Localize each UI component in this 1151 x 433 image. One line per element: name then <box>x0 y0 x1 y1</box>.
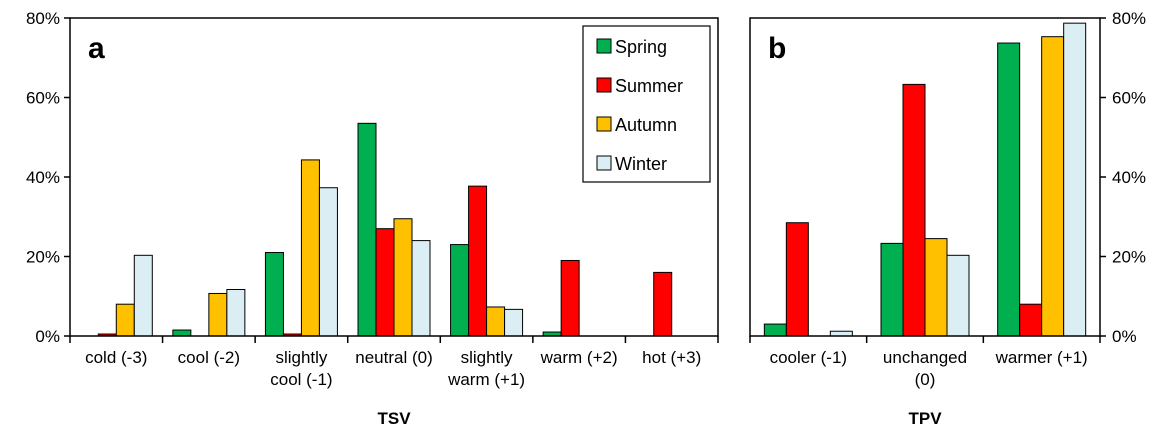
bar <box>226 288 246 337</box>
x-tick-label: slightly <box>461 348 513 367</box>
legend-label: Winter <box>615 154 667 174</box>
y-tick-label: 60% <box>1112 89 1146 108</box>
bar <box>785 222 809 337</box>
legend-label: Spring <box>615 37 667 57</box>
x-tick-label: neutral (0) <box>355 348 432 367</box>
x-tick-label: cool (-1) <box>270 370 332 389</box>
bar <box>1041 36 1065 337</box>
bar <box>1063 22 1087 337</box>
bar <box>946 254 970 337</box>
bar <box>902 83 926 337</box>
x-tick-label: warm (+1) <box>447 370 525 389</box>
y-tick-label: 40% <box>1112 168 1146 187</box>
bar <box>357 122 377 337</box>
bar <box>468 185 488 337</box>
bar <box>172 329 192 337</box>
x-tick-label: warmer (+1) <box>995 348 1088 367</box>
bar <box>880 242 904 337</box>
x-tick-label: cold (-3) <box>85 348 147 367</box>
y-tick-label: 80% <box>1112 9 1146 28</box>
panel-label: b <box>768 32 786 65</box>
bar <box>411 240 431 337</box>
bar <box>393 218 413 337</box>
legend-swatch <box>596 38 612 54</box>
y-tick-label: 20% <box>1112 248 1146 267</box>
legend-swatch <box>596 77 612 93</box>
legend-swatch <box>596 116 612 132</box>
bar <box>318 187 338 337</box>
bar <box>486 306 506 337</box>
bar <box>450 244 470 337</box>
y-tick-label: 60% <box>26 89 60 108</box>
x-axis-label: TSV <box>377 409 411 428</box>
x-axis-label: TPV <box>908 409 942 428</box>
x-tick-label: unchanged <box>883 348 967 367</box>
legend-swatch <box>596 155 612 171</box>
legend-label: Autumn <box>615 115 677 135</box>
y-tick-label: 40% <box>26 168 60 187</box>
bar <box>560 259 580 337</box>
y-tick-label: 0% <box>1112 327 1137 346</box>
bar <box>300 159 320 337</box>
y-tick-label: 20% <box>26 248 60 267</box>
x-tick-label: cooler (-1) <box>770 348 847 367</box>
bar <box>208 292 228 337</box>
bar <box>115 303 135 337</box>
bar <box>763 323 787 337</box>
bar <box>924 238 948 337</box>
panel-label: a <box>88 32 105 65</box>
y-tick-label: 80% <box>26 9 60 28</box>
bar <box>997 42 1021 337</box>
x-tick-label: (0) <box>915 370 936 389</box>
bar <box>133 254 153 337</box>
x-tick-label: hot (+3) <box>642 348 701 367</box>
bar <box>504 308 524 337</box>
bar <box>264 252 284 337</box>
y-tick-label: 0% <box>35 327 60 346</box>
bar <box>653 271 673 337</box>
x-tick-label: cool (-2) <box>178 348 240 367</box>
x-tick-label: slightly <box>275 348 327 367</box>
legend-label: Summer <box>615 76 683 96</box>
x-tick-label: warm (+2) <box>540 348 618 367</box>
bar <box>1019 303 1043 337</box>
bar <box>375 228 395 337</box>
